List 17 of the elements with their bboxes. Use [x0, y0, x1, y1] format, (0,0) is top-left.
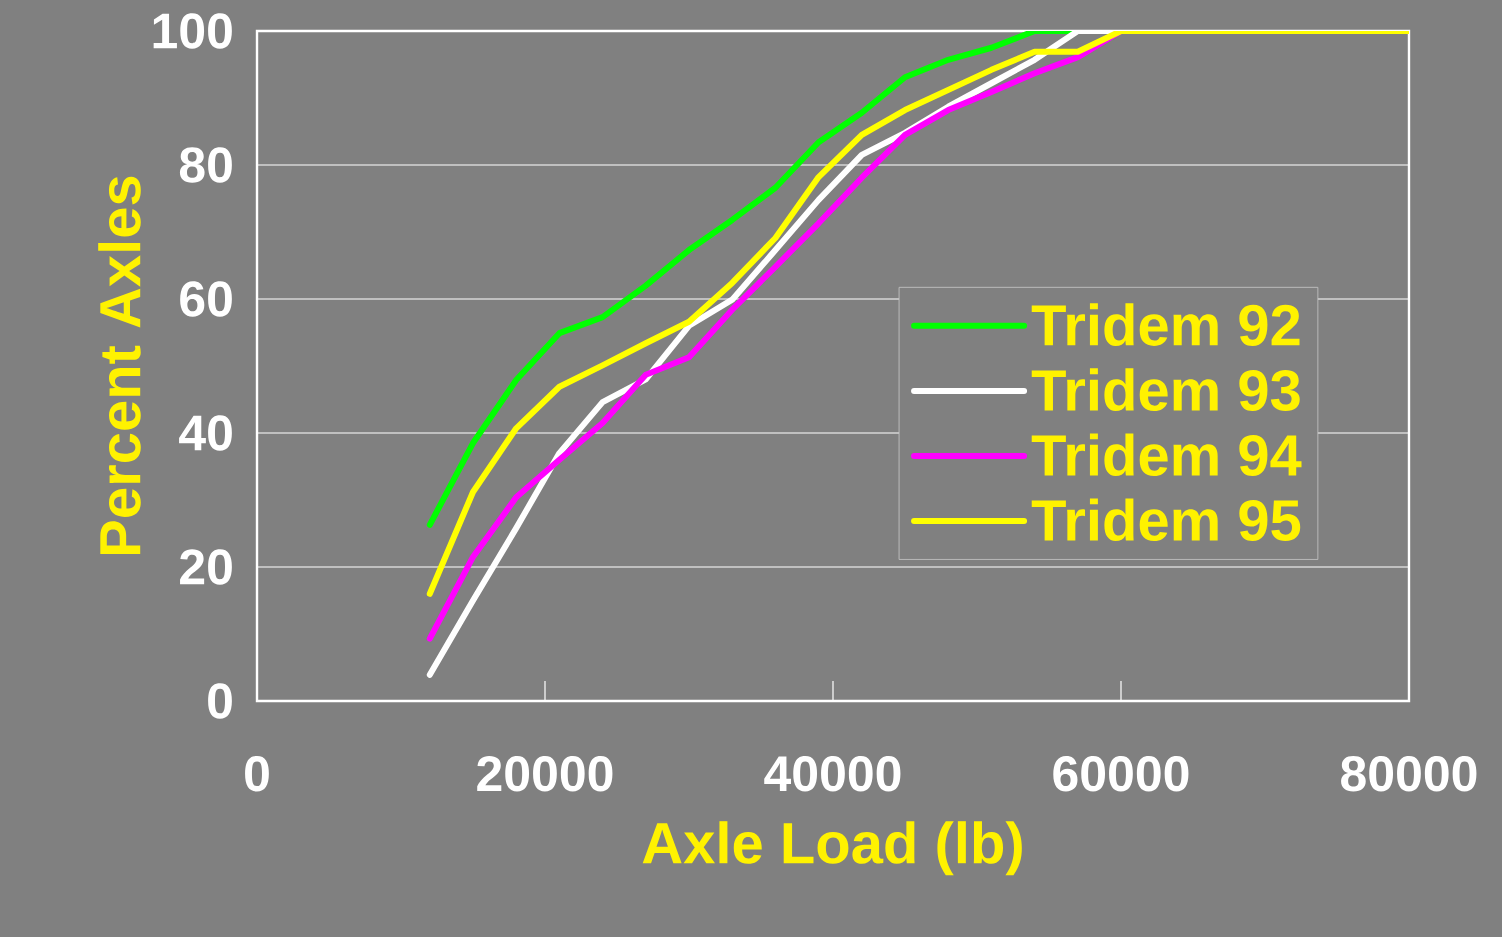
y-tick-label: 40 — [179, 415, 232, 451]
x-tick-label: 40000 — [764, 756, 901, 792]
legend-label: Tridem 93 — [1031, 368, 1300, 412]
x-tick-label: 80000 — [1341, 756, 1477, 792]
x-tick-label: 0 — [245, 756, 269, 792]
y-tick-label: 100 — [153, 13, 232, 49]
y-tick-label: 0 — [208, 683, 232, 719]
y-tick-label: 60 — [180, 281, 232, 317]
x-tick-label: 20000 — [477, 756, 613, 792]
x-tick-label: 60000 — [1053, 756, 1189, 792]
legend-label: Tridem 92 — [1031, 303, 1300, 346]
x-axis-title: Axle Load (lb) — [642, 821, 1022, 876]
y-axis-title: Percent Axles — [98, 176, 141, 554]
y-tick-label: 20 — [180, 549, 232, 585]
legend-label: Tridem 95 — [1031, 498, 1301, 542]
y-tick-label: 80 — [179, 147, 232, 183]
legend-label: Tridem 94 — [1031, 433, 1302, 476]
